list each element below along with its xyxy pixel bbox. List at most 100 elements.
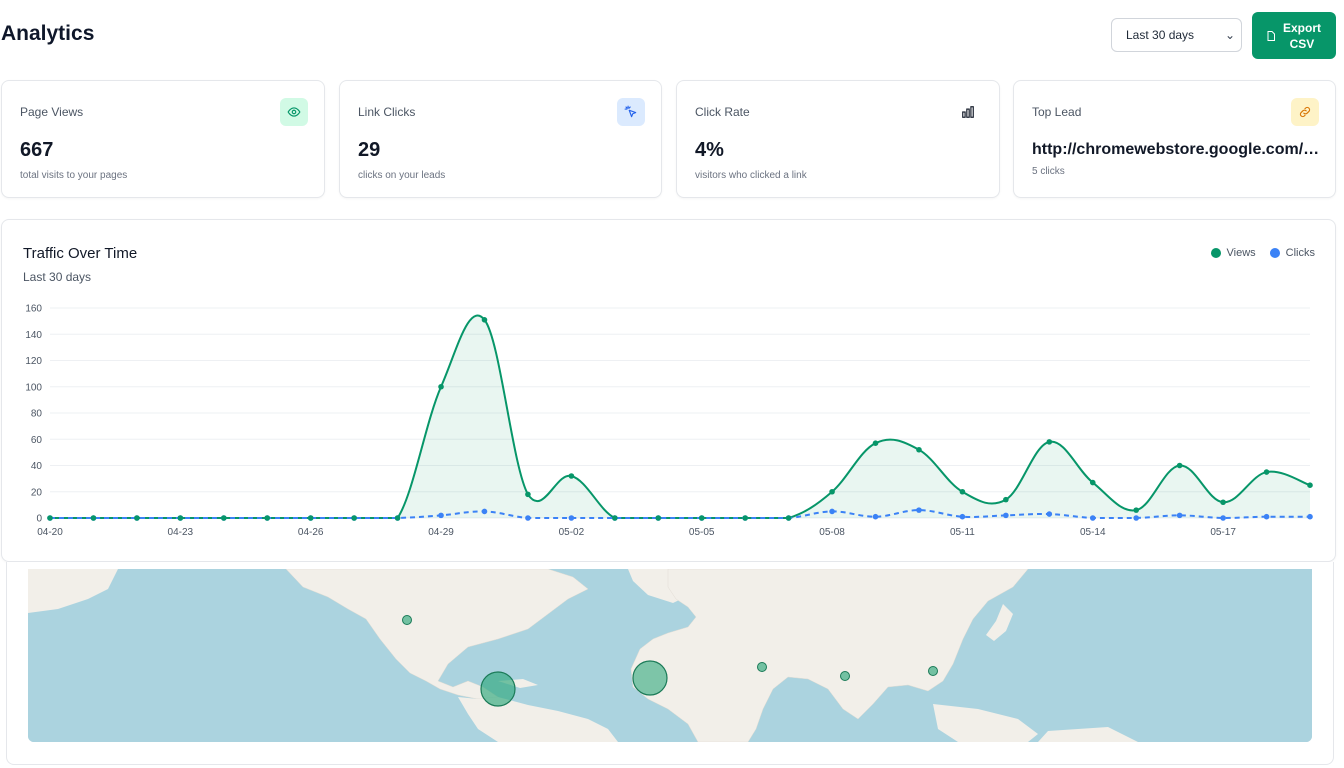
- bar-chart-icon: [954, 98, 982, 126]
- legend-swatch-views: [1210, 248, 1221, 258]
- data-point-clicks: [1003, 512, 1009, 519]
- data-point-clicks: [1263, 513, 1270, 520]
- land-australia: [1038, 727, 1138, 742]
- card-label: Click Rate: [695, 105, 750, 119]
- y-tick-label: 100: [25, 382, 42, 393]
- data-point-views: [481, 317, 488, 323]
- visitor-map[interactable]: [28, 569, 1312, 742]
- data-point-clicks: [959, 513, 966, 520]
- data-point-views: [1046, 439, 1053, 445]
- data-point-clicks: [438, 512, 444, 519]
- land-southeast-asia: [933, 704, 1038, 742]
- chevron-down-icon: ⌄: [1224, 28, 1235, 42]
- data-point-views: [655, 515, 662, 521]
- page-header: Analytics Last 30 days ⌄ Export CSV: [0, 12, 1344, 60]
- card-label: Page Views: [20, 105, 84, 119]
- date-range-select[interactable]: Last 30 days ⌄: [1111, 18, 1242, 52]
- map-marker-southeast-asia[interactable]: [928, 666, 938, 676]
- data-point-views: [525, 491, 531, 498]
- legend-item-clicks[interactable]: Clicks: [1269, 247, 1315, 259]
- y-tick-label: 40: [31, 461, 43, 472]
- chart-legend: Views Clicks: [1210, 247, 1315, 259]
- export-csv-button[interactable]: Export CSV: [1252, 12, 1336, 59]
- map-marker-west-africa[interactable]: [632, 660, 668, 696]
- stat-card-page-views: Page Views 667 total visits to your page…: [1, 80, 325, 198]
- data-point-views: [394, 515, 401, 521]
- y-tick-label: 80: [31, 409, 43, 420]
- data-point-views: [785, 515, 792, 521]
- card-label: Link Clicks: [358, 105, 416, 119]
- series-line-views: [49, 314, 1311, 520]
- legend-label-views: Views: [1226, 247, 1256, 259]
- series-line-clicks: [49, 509, 1310, 520]
- data-point-views: [264, 515, 271, 521]
- data-point-views: [47, 515, 53, 521]
- data-point-clicks: [1089, 515, 1096, 521]
- legend-label-clicks: Clicks: [1285, 247, 1315, 259]
- eye-icon: [280, 98, 308, 126]
- date-range-value: Last 30 days: [1126, 28, 1195, 42]
- data-point-clicks: [916, 507, 922, 513]
- export-label-line1: Export: [1282, 20, 1321, 35]
- data-point-views: [1089, 479, 1096, 486]
- stat-card-top-lead: Top Lead http://chromewebstore.google.co…: [1013, 80, 1336, 198]
- x-tick-label: 04-26: [298, 527, 324, 538]
- data-point-views: [1176, 462, 1183, 469]
- stat-card-click-rate: Click Rate 4% visitors who clicked a lin…: [676, 80, 1000, 198]
- map-marker-india[interactable]: [840, 671, 850, 681]
- data-point-views: [916, 446, 922, 453]
- map-marker-caribbean[interactable]: [480, 671, 516, 707]
- data-point-views: [1133, 507, 1140, 513]
- map-marker-north-america[interactable]: [402, 615, 412, 625]
- chart-title: Traffic Over Time: [23, 245, 138, 262]
- card-subtext: clicks on your leads: [358, 170, 446, 181]
- data-point-views: [829, 488, 835, 495]
- data-point-clicks: [1133, 515, 1140, 521]
- data-point-clicks: [872, 513, 879, 520]
- map-marker-arabia[interactable]: [757, 662, 767, 672]
- traffic-chart: 0 20 40 60 80 100 120 140 160 04-20 04-23 04-26 04-2…: [25, 304, 1313, 538]
- export-label-line2: CSV: [1289, 36, 1315, 51]
- x-tick-label: 05-08: [819, 527, 845, 538]
- world-map: [28, 569, 1312, 742]
- data-point-views: [568, 473, 575, 479]
- data-point-views: [351, 515, 357, 521]
- x-tick-label: 04-29: [428, 527, 454, 538]
- legend-item-views[interactable]: Views: [1210, 247, 1256, 259]
- x-tick-label: 05-11: [950, 527, 975, 538]
- series-area-views: [50, 315, 1310, 518]
- y-tick-label: 160: [25, 304, 42, 315]
- land-japan: [986, 604, 1013, 641]
- x-tick-label: 05-17: [1210, 527, 1236, 538]
- data-point-views: [1307, 482, 1313, 488]
- data-point-views: [438, 383, 444, 390]
- data-point-views: [1263, 469, 1270, 475]
- x-tick-label: 05-14: [1080, 527, 1106, 538]
- data-point-clicks: [568, 515, 575, 521]
- card-subtext: 5 clicks: [1032, 166, 1065, 177]
- land-eurasia-africa: [630, 569, 1029, 742]
- data-point-clicks: [481, 508, 488, 515]
- card-value: 4%: [695, 139, 724, 161]
- x-tick-label: 04-20: [37, 527, 63, 538]
- card-subtext: visitors who clicked a link: [695, 170, 807, 181]
- data-point-views: [698, 515, 705, 521]
- top-lead-url[interactable]: http://chromewebstore.google.com/detail/…: [1032, 141, 1322, 158]
- x-tick-label: 04-23: [168, 527, 194, 538]
- visitor-map-card: [6, 562, 1334, 765]
- y-tick-label: 60: [31, 435, 43, 446]
- data-point-clicks: [525, 515, 531, 521]
- link-icon: [1291, 98, 1319, 126]
- data-point-views: [1003, 496, 1009, 503]
- card-value: 29: [358, 139, 381, 161]
- data-point-clicks: [829, 508, 835, 515]
- data-point-views: [220, 515, 227, 521]
- land-west-edge: [28, 569, 118, 613]
- card-value: 667: [20, 139, 54, 161]
- data-point-views: [742, 515, 748, 521]
- y-tick-label: 0: [36, 514, 42, 525]
- data-point-clicks: [1307, 513, 1313, 520]
- data-point-clicks: [1176, 512, 1183, 519]
- x-tick-label: 05-05: [689, 527, 715, 538]
- y-tick-label: 20: [31, 487, 43, 498]
